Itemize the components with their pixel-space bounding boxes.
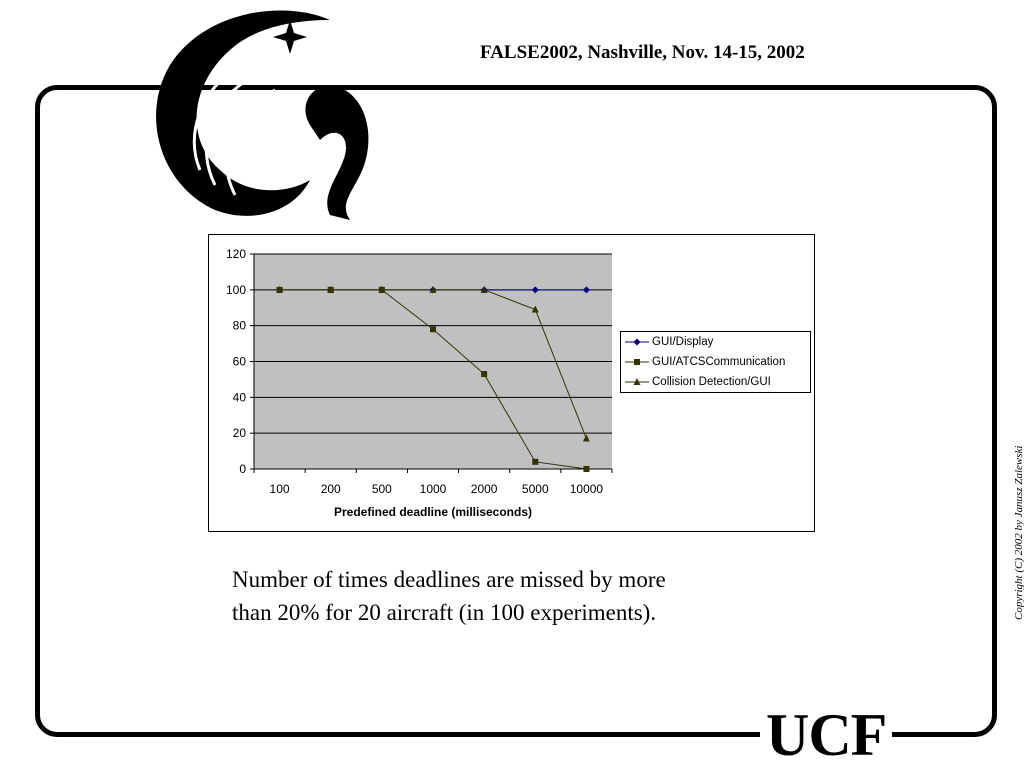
y-tick-label: 120 xyxy=(226,247,246,261)
data-point xyxy=(480,285,488,293)
data-point xyxy=(327,285,335,293)
data-point xyxy=(531,286,539,294)
data-point xyxy=(583,466,590,472)
y-tick-label: 40 xyxy=(233,390,247,404)
slide-header-title: FALSE2002, Nashville, Nov. 14-15, 2002 xyxy=(480,42,805,63)
line-chart: 0 20 40 60 80 100 120 100 200 500 1000 2000 5000 1000… xyxy=(226,247,613,519)
legend-marker xyxy=(633,338,641,346)
x-tick-label: 10000 xyxy=(570,482,604,496)
chart-legend: GUI/Display GUI/ATCSCommunication Collis… xyxy=(620,331,811,393)
data-point xyxy=(481,371,488,378)
pegasus-logo-icon xyxy=(156,10,369,220)
caption-line: Number of times deadlines are missed by … xyxy=(232,567,666,592)
legend-marker xyxy=(634,359,640,365)
legend-label: Collision Detection/GUI xyxy=(652,376,771,388)
legend-item: GUI/Display xyxy=(625,333,713,351)
y-tick-label: 80 xyxy=(233,319,247,333)
ucf-logo-text: UCF xyxy=(766,702,887,768)
x-tick-label: 500 xyxy=(372,482,392,496)
y-tick-label: 100 xyxy=(226,283,246,297)
legend-item: GUI/ATCSCommunication xyxy=(625,353,785,371)
legend-swatch xyxy=(625,359,649,365)
x-axis-label: Predefined deadline (milliseconds) xyxy=(334,505,532,519)
slide-frame xyxy=(35,85,997,737)
x-tick-label: 2000 xyxy=(471,482,498,496)
legend-marker xyxy=(633,378,641,385)
ucf-logo: UCF xyxy=(760,702,893,768)
data-point xyxy=(582,286,590,294)
data-point xyxy=(430,326,436,333)
data-point xyxy=(532,458,539,465)
legend-label: GUI/ATCSCommunication xyxy=(652,356,786,368)
data-point xyxy=(429,285,437,293)
data-point xyxy=(582,434,590,442)
copyright-notice: Copyright (C) 2002 by Janusz Zalewski xyxy=(1013,445,1024,620)
data-point xyxy=(531,305,539,313)
y-tick-label: 60 xyxy=(233,355,247,369)
x-tick-label: 1000 xyxy=(420,482,447,496)
data-point xyxy=(378,285,386,293)
legend-swatch xyxy=(625,378,649,385)
y-tick-label: 0 xyxy=(239,462,246,476)
x-tick-label: 200 xyxy=(321,482,341,496)
data-point xyxy=(276,285,284,293)
chart-caption: Number of times deadlines are missed by … xyxy=(232,563,792,629)
x-tick-label: 100 xyxy=(270,482,290,496)
legend-swatch xyxy=(625,338,649,346)
x-tick-label: 5000 xyxy=(522,482,549,496)
legend-label: GUI/Display xyxy=(652,336,714,348)
caption-line: than 20% for 20 aircraft (in 100 experim… xyxy=(232,600,657,625)
legend-item: Collision Detection/GUI xyxy=(625,373,771,391)
y-tick-label: 20 xyxy=(233,426,247,440)
